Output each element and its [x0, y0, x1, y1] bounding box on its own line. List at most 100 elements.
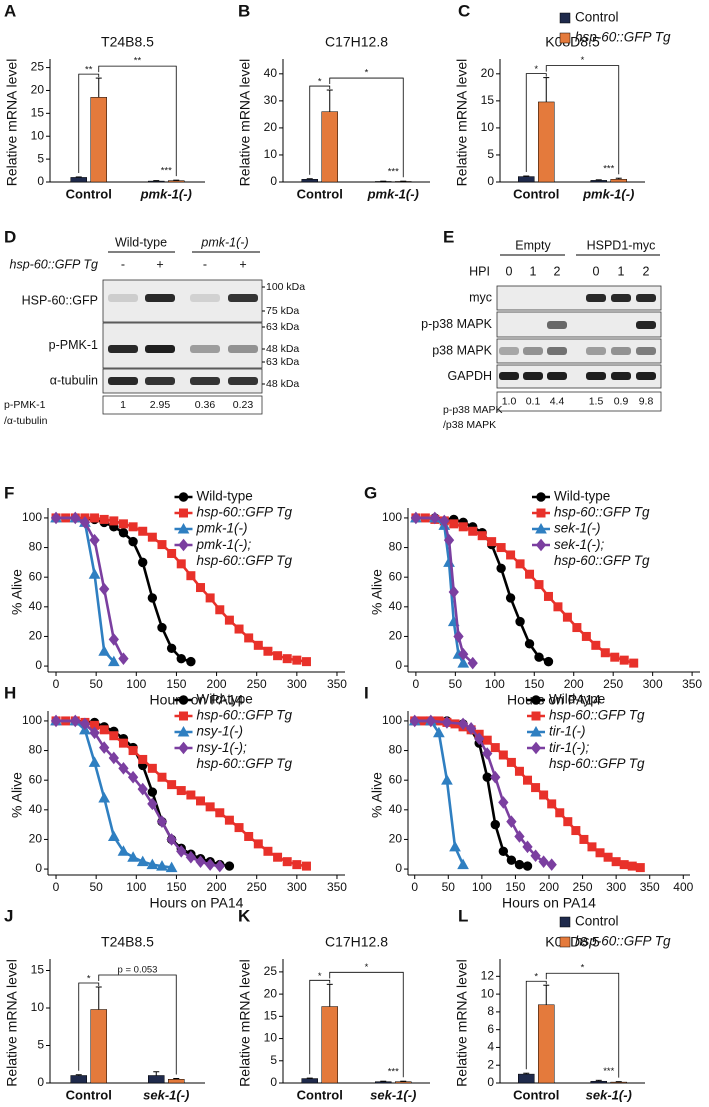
marker — [282, 654, 292, 664]
marker — [410, 511, 422, 525]
marker — [196, 796, 206, 806]
x-tick-label: 50 — [89, 880, 103, 894]
y-tick-label: 15 — [264, 1009, 278, 1023]
significance-label: ** — [134, 56, 142, 67]
series-line — [56, 516, 192, 663]
bar — [148, 180, 165, 183]
marker — [147, 532, 157, 542]
panel-label: K — [238, 906, 251, 925]
blot-row-label: p-p38 MAPK — [421, 317, 493, 331]
blot-band — [108, 377, 138, 385]
y-tick-label: 15 — [31, 106, 45, 120]
marker — [301, 657, 311, 667]
quant-value: 9.8 — [639, 395, 654, 407]
marker — [506, 550, 516, 560]
y-tick-label: 5 — [37, 1038, 44, 1052]
bar — [395, 1081, 412, 1084]
marker — [514, 766, 524, 776]
panel-label: J — [4, 906, 13, 925]
marker — [186, 571, 196, 581]
marker — [506, 855, 517, 865]
marker — [214, 859, 225, 873]
significance-label: * — [534, 64, 538, 75]
x-tick-label: 50 — [442, 880, 456, 894]
y-tick-label: 60 — [29, 569, 43, 583]
legend-label: pmk-1(-); hsp-60::GFP Tg — [196, 537, 293, 568]
bar — [168, 180, 185, 183]
significance-bracket — [545, 65, 620, 175]
lane-group-label: pmk-1(-) — [200, 235, 248, 249]
x-tick-label: 100 — [485, 677, 505, 691]
blot-band — [611, 372, 631, 380]
x-axis-title: Hours on PA14 — [502, 895, 596, 911]
y-tick-label: 4 — [487, 1040, 494, 1054]
marker — [137, 782, 148, 796]
x-tick-label: 150 — [166, 880, 186, 894]
y-tick-label: 80 — [389, 540, 403, 554]
size-marker: 63 kDa — [266, 356, 299, 368]
marker — [127, 851, 139, 862]
marker — [224, 815, 234, 825]
marker — [70, 714, 81, 728]
marker — [530, 725, 542, 737]
y-tick-label: 0 — [37, 1075, 44, 1089]
significance-bracket — [525, 980, 547, 1070]
chart-title: T24B8.5 — [101, 934, 154, 950]
bar — [590, 1080, 607, 1084]
x-tick-label: 250 — [573, 880, 593, 894]
marker — [70, 511, 81, 525]
marker — [458, 647, 469, 661]
legend-label: hsp-60::GFP Tg — [554, 505, 650, 520]
marker — [530, 849, 541, 863]
blot-strip — [496, 311, 662, 338]
marker — [205, 802, 215, 812]
marker — [118, 738, 128, 748]
marker — [88, 756, 101, 767]
y-tick-label: 0 — [270, 174, 277, 188]
x-tick-label: 50 — [449, 677, 463, 691]
marker — [506, 757, 516, 767]
marker — [177, 725, 190, 737]
marker — [514, 859, 525, 870]
marker — [490, 770, 501, 784]
marker — [591, 640, 601, 650]
marker — [128, 522, 138, 532]
significance-label: * — [534, 972, 538, 983]
y-tick-label: 100 — [22, 713, 42, 727]
marker — [553, 602, 563, 612]
marker — [244, 831, 254, 841]
legend-label: Control — [575, 914, 619, 929]
marker — [186, 790, 196, 800]
x-tick-label: Control — [297, 1087, 343, 1102]
marker — [50, 714, 62, 728]
y-tick-label: 60 — [29, 772, 43, 786]
marker — [515, 559, 525, 569]
marker — [136, 855, 149, 867]
significance-bracket — [525, 73, 547, 173]
y-tick-label: 0 — [487, 1075, 494, 1089]
marker — [611, 857, 621, 867]
marker — [595, 848, 605, 858]
x-tick-label: 300 — [287, 677, 307, 691]
lane-label: 1 — [530, 264, 537, 278]
bar — [90, 97, 107, 183]
marker — [118, 528, 129, 538]
blot-band — [636, 294, 656, 302]
bar — [70, 177, 87, 183]
marker — [506, 815, 517, 828]
y-tick-label: 30 — [264, 93, 278, 107]
y-tick-label: 20 — [29, 832, 43, 846]
marker — [449, 519, 459, 529]
significance-label: * — [581, 963, 585, 974]
y-tick-label: 10 — [31, 1000, 45, 1014]
bar — [375, 1081, 392, 1084]
blot-band — [108, 294, 138, 302]
legend-label: sek-1(-) — [554, 521, 601, 536]
marker — [99, 725, 109, 735]
y-tick-label: 0 — [270, 1075, 277, 1089]
x-axis-title: Hours on PA14 — [150, 692, 244, 708]
marker — [490, 819, 500, 830]
y-axis-title: % Alive — [369, 569, 385, 615]
bar — [518, 176, 535, 183]
marker — [108, 751, 119, 765]
